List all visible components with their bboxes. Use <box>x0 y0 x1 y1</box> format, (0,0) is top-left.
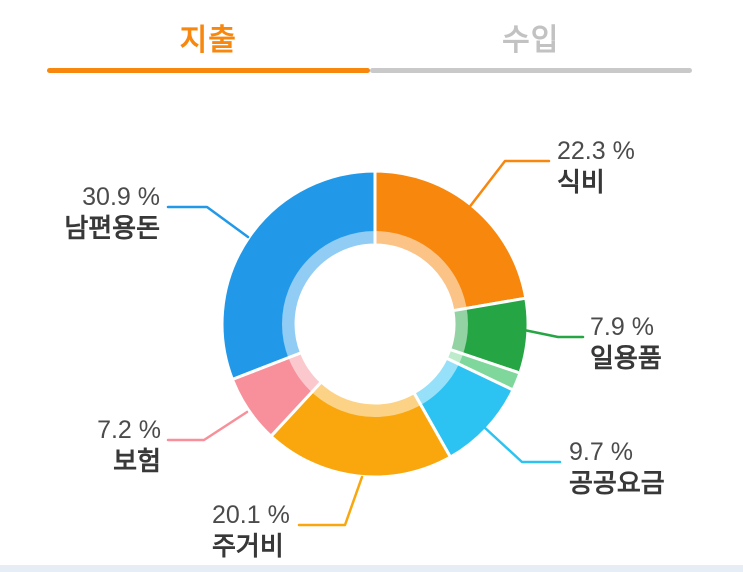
tab-expense-label: 지출 <box>179 24 237 57</box>
slice-percent: 7.2 % <box>97 416 161 444</box>
tab-income[interactable]: 수입 <box>369 24 692 73</box>
slice-name: 공공요금 <box>569 468 665 498</box>
slice-name: 보험 <box>113 446 161 476</box>
slice-label-주거비: 20.1 % 주거비 <box>212 500 290 562</box>
leader-line-주거비 <box>297 475 364 527</box>
slice-label-공공요금: 9.7 % 공공요금 <box>569 437 665 499</box>
slice-label-보험: 7.2 % 보험 <box>97 415 161 477</box>
slice-label-식비: 22.3 % 식비 <box>557 136 635 198</box>
slice-label-남편용돈: 30.9 % 남편용돈 <box>64 182 160 244</box>
slice-name: 식비 <box>557 167 605 197</box>
tab-income-label: 수입 <box>502 24 560 57</box>
slice-percent: 30.9 % <box>82 183 160 211</box>
leader-line-일용품 <box>522 328 585 339</box>
leader-line-식비 <box>466 159 551 211</box>
slice-percent: 9.7 % <box>569 438 633 466</box>
leader-line-보험 <box>166 410 249 442</box>
tab-bar: 지출 수입 <box>47 26 692 73</box>
bottom-sheet-edge <box>0 565 743 572</box>
donut-inner-highlight <box>282 231 468 417</box>
slice-percent: 20.1 % <box>212 501 290 529</box>
slice-percent: 7.9 % <box>590 313 654 341</box>
tab-expense-underline <box>47 68 370 73</box>
slice-name: 일용품 <box>590 343 662 373</box>
slice-name: 주거비 <box>212 531 284 561</box>
leader-line-공공요금 <box>482 425 562 464</box>
slice-percent: 22.3 % <box>557 137 635 165</box>
slice-name: 남편용돈 <box>64 213 160 243</box>
slice-label-일용품: 7.9 % 일용품 <box>590 312 662 374</box>
leader-line-남편용돈 <box>166 205 250 239</box>
tab-income-underline <box>369 68 692 73</box>
tab-expense[interactable]: 지출 <box>47 26 370 73</box>
